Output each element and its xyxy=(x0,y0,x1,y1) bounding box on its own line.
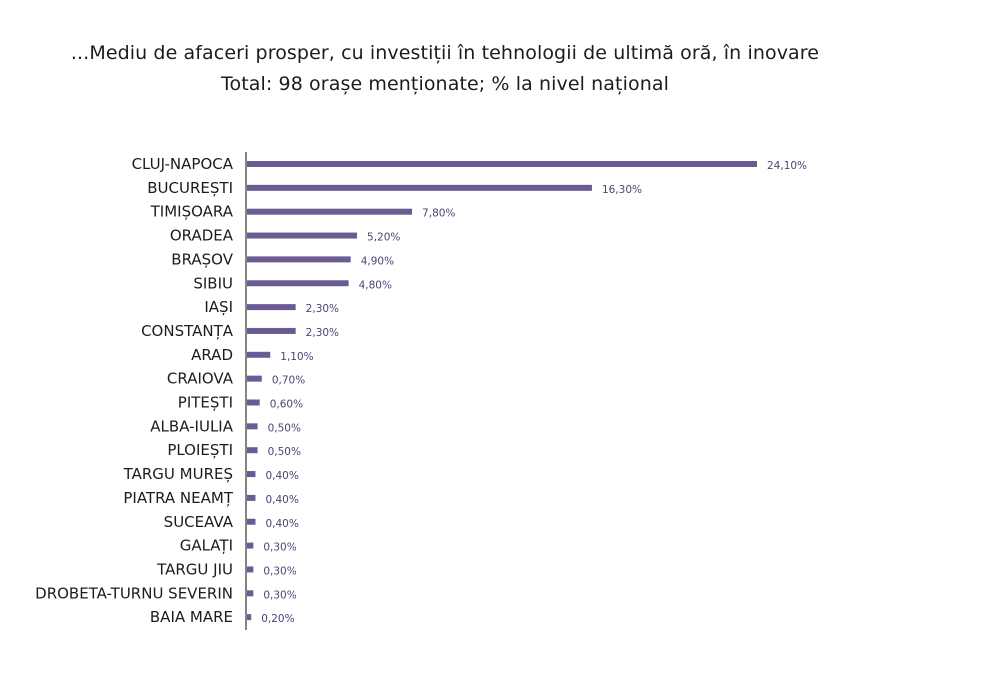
bar xyxy=(247,423,258,430)
data-label: 0,30% xyxy=(263,565,296,577)
bars xyxy=(247,161,757,621)
chart-subtitle: Total: 98 orașe menționate; % la nivel n… xyxy=(221,73,669,95)
category-label: CLUJ-NAPOCA xyxy=(132,155,234,173)
data-label: 0,40% xyxy=(265,494,298,506)
bar xyxy=(247,494,256,501)
category-labels: CLUJ-NAPOCA BUCUREȘTI TIMIȘOARA ORADEA BRAȘO… xyxy=(35,155,234,626)
category-label: TARGU MUREȘ xyxy=(123,465,233,483)
bar xyxy=(247,566,254,573)
category-label: CRAIOVA xyxy=(167,370,234,388)
category-label: PITEȘTI xyxy=(178,394,233,412)
bar xyxy=(247,184,592,191)
bar xyxy=(247,256,351,263)
category-label: SIBIU xyxy=(193,274,233,292)
data-label: 5,20% xyxy=(367,232,400,244)
data-label: 0,40% xyxy=(265,470,298,482)
data-label: 0,20% xyxy=(261,613,294,625)
bar xyxy=(247,351,271,358)
bar xyxy=(247,518,256,525)
bar xyxy=(247,232,358,239)
data-label: 7,80% xyxy=(422,208,455,220)
data-label: 2,30% xyxy=(306,303,339,315)
data-label: 0,70% xyxy=(272,375,305,387)
bar xyxy=(247,447,258,454)
category-label: DROBETA-TURNU SEVERIN xyxy=(35,584,233,602)
chart-title: ...Mediu de afaceri prosper, cu investiț… xyxy=(70,42,820,64)
data-label: 1,10% xyxy=(280,351,313,363)
bar xyxy=(247,280,349,287)
category-label: BUCUREȘTI xyxy=(147,179,233,197)
category-label: ALBA-IULIA xyxy=(150,417,233,435)
category-label: BRAȘOV xyxy=(171,250,233,268)
bar xyxy=(247,304,296,311)
category-label: TARGU JIU xyxy=(156,560,233,578)
category-label: GALAȚI xyxy=(180,537,233,555)
data-label: 0,50% xyxy=(268,446,301,458)
data-label: 24,10% xyxy=(767,160,807,172)
bar xyxy=(247,590,254,597)
chart-title-block: ...Mediu de afaceri prosper, cu investiț… xyxy=(0,38,890,100)
bar xyxy=(247,327,296,334)
category-label: BAIA MARE xyxy=(150,608,233,626)
bar xyxy=(247,471,256,478)
data-label: 4,80% xyxy=(359,279,392,291)
data-label: 16,30% xyxy=(602,184,642,196)
data-label: 0,30% xyxy=(263,542,296,554)
category-label: TIMIȘOARA xyxy=(150,203,234,221)
data-label: 4,90% xyxy=(361,255,394,267)
category-label: PIATRA NEAMȚ xyxy=(123,489,233,507)
data-label: 2,30% xyxy=(306,327,339,339)
category-label: CONSTANȚA xyxy=(141,322,234,340)
category-label: SUCEAVA xyxy=(164,513,234,531)
category-label: ARAD xyxy=(191,346,233,364)
bar xyxy=(247,161,757,167)
category-label: ORADEA xyxy=(170,227,234,245)
data-label: 0,50% xyxy=(268,422,301,434)
value-labels: 24,10% 16,30% 7,80% 5,20% 4,90% 4,80% 2,30% 2,3… xyxy=(261,160,807,625)
bar xyxy=(247,208,413,215)
data-label: 0,40% xyxy=(265,518,298,530)
bar xyxy=(247,399,260,406)
category-label: IAȘI xyxy=(204,298,233,316)
data-label: 0,60% xyxy=(270,399,303,411)
bar xyxy=(247,614,252,621)
data-label: 0,30% xyxy=(263,589,296,601)
bar xyxy=(247,542,254,549)
bar xyxy=(247,375,262,382)
category-label: PLOIEȘTI xyxy=(167,441,233,459)
